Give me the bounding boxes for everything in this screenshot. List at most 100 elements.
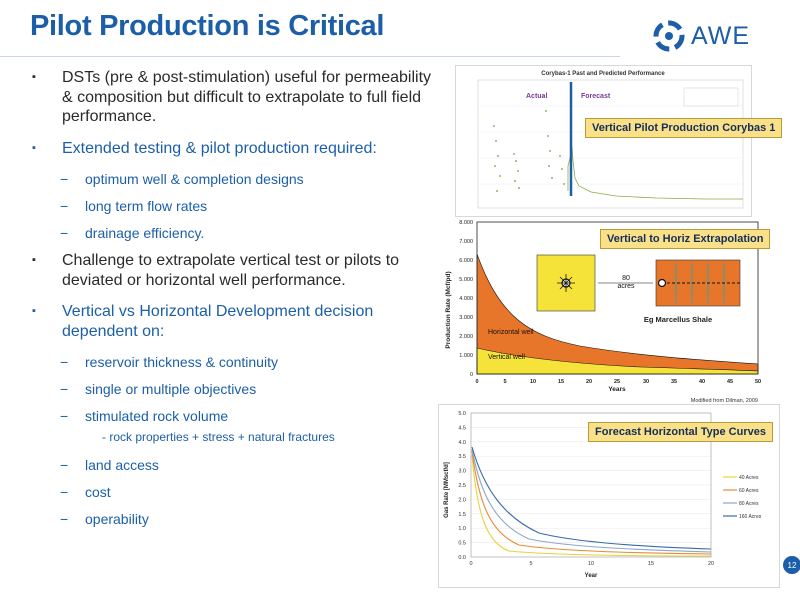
ytick: 2.000 (459, 334, 473, 340)
vertical-well-area (476, 347, 759, 375)
legend-entry: 80 Acres (739, 501, 759, 507)
curve-160-acres (471, 446, 712, 550)
type-curves-xticks: 0 5 10 15 20 (469, 561, 714, 567)
awe-logo: AWE (653, 20, 750, 52)
bullet-decision: ▪ Vertical vs Horizontal Development deci… (32, 303, 374, 340)
extrapolation-chart: Production Rate (Mcf/pd) 8.000 7.000 6.0… (445, 220, 761, 404)
xtick: 50 (755, 379, 761, 385)
sub-bullet: − single or multiple objectives (60, 381, 257, 397)
bullet-challenge: ▪ Challenge to extrapolate vertical test … (32, 252, 400, 289)
legend-entry: 40 Acres (739, 475, 759, 481)
type-curves-ylabel: Gas Rate [MMscf/d] (444, 462, 450, 518)
extrapolation-callout: Vertical to Horiz Extrapolation (600, 229, 771, 249)
extrapolation-plot-area (476, 221, 759, 375)
sub-bullet: − long term flow rates (60, 198, 208, 214)
xtick: 15 (558, 379, 564, 385)
horizontal-well-label: Horizontal well (488, 329, 534, 336)
vertical-well-label: Vertical well (488, 354, 525, 361)
sub-bullet: − optimum well & completion designs (60, 171, 304, 187)
title-divider (0, 56, 620, 57)
sub-bullet: − stimulated rock volume (60, 408, 229, 424)
xtick: 0 (475, 379, 478, 385)
ytick: 0 (470, 372, 473, 378)
curve-80-acres (471, 448, 712, 553)
logo-text: AWE (691, 21, 751, 50)
extrapolation-xticks: 0 5 10 15 20 25 30 35 40 45 50 (475, 379, 761, 385)
xtick: 30 (643, 379, 649, 385)
legend-entry: 60 Acres (739, 488, 759, 494)
xtick: 10 (530, 379, 536, 385)
xtick: 15 (648, 561, 654, 567)
xtick: 0 (469, 561, 472, 567)
bullet-text: Challenge to extrapolate vertical test o… (62, 252, 400, 289)
bullet-text: DSTs (pre & post-stimulation) useful for… (62, 69, 432, 125)
vertical-well-rays (557, 274, 575, 292)
sub-bullet: − land access (60, 457, 159, 473)
corybas-callout: Vertical Pilot Production Corybas 1 (585, 118, 783, 138)
bullet-text: Extended testing & pilot production requ… (62, 139, 377, 157)
xtick: 25 (614, 379, 620, 385)
acres-unit: acres (617, 283, 635, 290)
sub-sub-bullet: - rock properties + stress + natural fra… (102, 430, 335, 444)
extrapolation-yticks: 8.000 7.000 6.000 5.000 4.000 3.000 2.00… (459, 220, 473, 378)
ytick: 2.0 (458, 497, 466, 503)
corybas-chart-title: Corybas-1 Past and Predicted Performance (541, 71, 665, 77)
sub-bullet: − cost (60, 484, 111, 500)
ytick: 3.0 (458, 469, 466, 475)
ytick: 5.0 (458, 411, 466, 417)
ytick: 1.000 (459, 353, 473, 359)
ytick: 0.5 (458, 541, 466, 547)
bullet-dst: ▪ DSTs (pre & post-stimulation) useful fo… (32, 69, 432, 125)
sub-bullet: − reservoir thickness & continuity (60, 354, 278, 370)
sub-bullet-text: single or multiple objectives (85, 381, 257, 397)
ytick: 8.000 (459, 220, 473, 226)
bullet-extended-testing: ▪ Extended testing & pilot production req… (32, 139, 377, 157)
sub-bullet-text: optimum well & completion designs (85, 171, 304, 187)
sub-bullet-text: operability (85, 511, 149, 527)
page-title: Pilot Production is Critical (30, 10, 385, 42)
bullet-text: Vertical vs Horizontal Development decis… (62, 303, 374, 340)
ytick: 4.0 (458, 440, 466, 446)
xtick: 20 (586, 379, 592, 385)
xtick: 5 (503, 379, 506, 385)
page-number: 12 (783, 556, 800, 574)
bullet-list: ▪ DSTs (pre & post-stimulation) useful fo… (30, 68, 440, 537)
sub-bullet-text: drainage efficiency. (85, 225, 205, 241)
ytick: 3.000 (459, 315, 473, 321)
ytick: 1.0 (458, 526, 466, 532)
ytick: 2.5 (458, 483, 466, 489)
chart-source: Modified from Dilman, 2009 (691, 398, 758, 404)
sub-bullet-text: long term flow rates (85, 198, 208, 214)
type-curves-plot-area (470, 412, 712, 558)
sub-bullet-text: stimulated rock volume (85, 408, 229, 424)
sub-bullet-text: cost (85, 484, 111, 500)
corybas-forecast-line (567, 145, 743, 200)
extrapolation-xlabel: Years (608, 386, 626, 393)
xtick: 45 (727, 379, 733, 385)
type-curves-legend: 40 Acres 60 Acres 80 Acres 160 Acres (723, 475, 762, 520)
horizontal-well-area (476, 253, 759, 375)
xtick: 5 (529, 561, 532, 567)
corybas-legend (683, 87, 739, 107)
sub-bullet: − drainage efficiency. (60, 225, 205, 241)
sub-bullet-text: reservoir thickness & continuity (85, 354, 278, 370)
ytick: 1.5 (458, 512, 466, 518)
type-curves-chart: Gas Rate [MMscf/d] 5.0 4.5 4.0 3.5 3.0 2… (444, 411, 762, 579)
ytick: 3.5 (458, 454, 466, 460)
legend-entry: 160 Acres (739, 514, 762, 520)
horizontal-well-icon (657, 278, 667, 288)
curve-40-acres (471, 454, 712, 557)
corybas-chart: Corybas-1 Past and Predicted Performance… (477, 71, 744, 209)
awe-logo-icon (653, 20, 685, 52)
ytick: 4.000 (459, 296, 473, 302)
type-curves-xlabel: Year (585, 573, 598, 579)
sub-bullet-text: land access (85, 457, 159, 473)
ytick: 6.000 (459, 258, 473, 264)
acres-value: 80 (622, 275, 630, 282)
curve-60-acres (471, 450, 712, 555)
sub-bullet: − operability (60, 511, 149, 527)
type-curves-callout: Forecast Horizontal Type Curves (588, 422, 773, 442)
ytick: 4.5 (458, 425, 466, 431)
corybas-actual-label: Actual (526, 93, 547, 100)
ytick: 7.000 (459, 239, 473, 245)
